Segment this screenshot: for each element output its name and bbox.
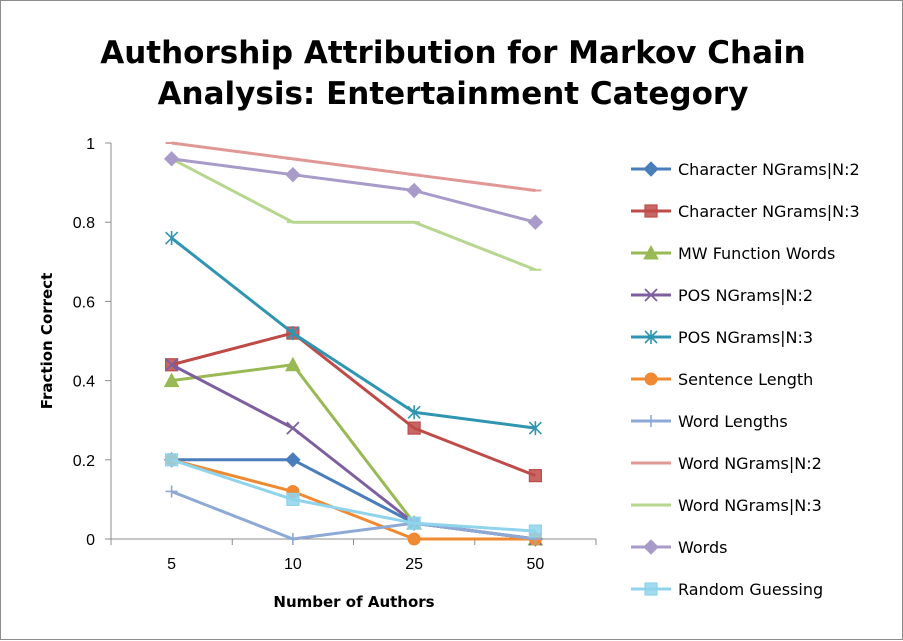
- y-tick-label: 0: [86, 532, 95, 549]
- series-line: [170, 157, 536, 272]
- series-layer: [163, 141, 544, 547]
- data-point: [164, 358, 179, 372]
- data-point: [528, 524, 542, 538]
- data-point: [163, 151, 180, 167]
- y-axis-title: Fraction Correct: [38, 273, 56, 410]
- x-tick-label: 50: [526, 556, 544, 573]
- legend-label: POS NGrams|N:3: [678, 328, 813, 347]
- data-point: [285, 166, 301, 183]
- series-8: [165, 157, 542, 272]
- axes: 0 0.2 0.4 0.6 0.8 1 5 10 25 50: [73, 136, 597, 573]
- data-point: [165, 231, 179, 246]
- data-point: [528, 421, 542, 436]
- legend-marker: [643, 161, 659, 177]
- data-point: [286, 326, 300, 341]
- x-tick-label: 10: [284, 556, 302, 573]
- legend-item: POS NGrams|N:3: [631, 328, 813, 347]
- data-point: [407, 405, 421, 420]
- data-point: [165, 453, 179, 467]
- data-point: [407, 421, 421, 435]
- legend-item: Character NGrams|N:3: [631, 202, 860, 221]
- legend-item: Random Guessing: [631, 580, 823, 599]
- x-axis-title: Number of Authors: [273, 593, 434, 611]
- series-line: [171, 157, 536, 224]
- legend-label: Random Guessing: [678, 580, 823, 599]
- data-point: [406, 182, 422, 199]
- legend-marker: [643, 244, 659, 260]
- legend-marker: [644, 582, 658, 596]
- x-tick-label: 25: [405, 556, 423, 573]
- series-7: [165, 141, 542, 193]
- legend-label: POS NGrams|N:2: [678, 286, 813, 305]
- series-10: [165, 453, 542, 538]
- series-line: [171, 458, 536, 533]
- y-tick-label: 1: [86, 136, 95, 153]
- data-point: [527, 214, 544, 230]
- legend-label: Word Lengths: [678, 412, 788, 431]
- series-line: [171, 490, 536, 541]
- legend-label: Words: [678, 538, 727, 557]
- data-point: [286, 492, 300, 506]
- legend-marker: [644, 288, 658, 302]
- series-line: [171, 458, 536, 541]
- chart-title-line-1: Authorship Attribution for Markov Chain: [100, 35, 806, 71]
- series-3: [164, 358, 543, 546]
- series-4: [165, 231, 542, 436]
- legend-marker: [644, 204, 658, 218]
- legend-label: Sentence Length: [678, 370, 813, 389]
- data-point: [407, 532, 421, 546]
- data-point: [407, 516, 421, 530]
- legend-label: MW Function Words: [678, 244, 835, 263]
- series-9: [163, 151, 544, 230]
- legend-item: Word NGrams|N:2: [631, 454, 822, 473]
- legend-label: Character NGrams|N:3: [678, 202, 860, 221]
- chart-title-line-2: Analysis: Entertainment Category: [158, 76, 749, 112]
- legend-item: MW Function Words: [631, 244, 835, 263]
- y-tick-label: 0.4: [73, 374, 95, 391]
- legend-marker: [645, 415, 657, 427]
- legend-item: Sentence Length: [631, 370, 813, 389]
- legend-label: Word NGrams|N:2: [678, 454, 822, 473]
- legend-item: Word NGrams|N:3: [631, 496, 822, 515]
- legend-item: Word Lengths: [631, 412, 788, 431]
- legend-label: Character NGrams|N:2: [678, 160, 860, 179]
- data-point: [163, 372, 180, 388]
- legend-item: Words: [631, 538, 727, 557]
- y-tick-label: 0.8: [73, 215, 95, 232]
- legend-marker: [644, 330, 658, 344]
- x-tick-label: 5: [167, 556, 176, 573]
- data-point: [286, 533, 299, 545]
- legend: Character NGrams|N:2 Character NGrams|N:3…: [631, 160, 860, 599]
- series-line: [170, 236, 536, 430]
- series-2: [163, 356, 544, 546]
- legend-marker: [644, 372, 658, 386]
- legend-label: Word NGrams|N:3: [678, 496, 822, 515]
- series-line: [171, 141, 536, 193]
- data-point: [285, 356, 301, 372]
- y-tick-label: 0.6: [73, 294, 95, 311]
- legend-marker: [643, 539, 659, 555]
- data-point: [528, 469, 542, 483]
- legend-item: Character NGrams|N:2: [631, 160, 860, 179]
- y-tick-label: 0.2: [73, 453, 95, 470]
- data-point: [165, 485, 178, 498]
- series-line: [171, 331, 536, 478]
- legend-item: POS NGrams|N:2: [631, 286, 813, 305]
- data-point: [286, 421, 300, 435]
- data-point: [285, 452, 301, 468]
